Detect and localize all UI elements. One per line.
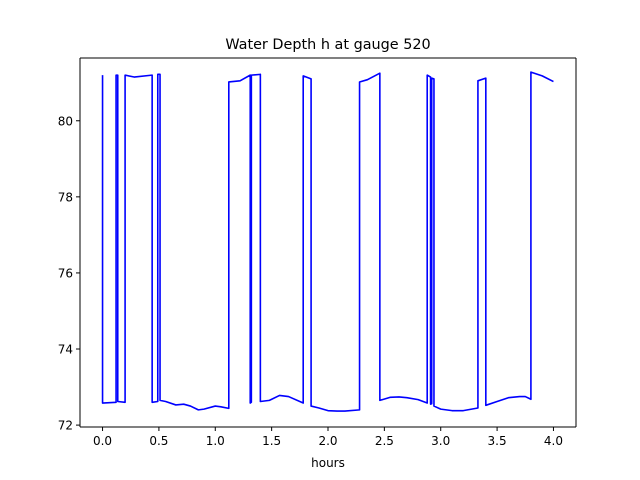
y-tick-label: 74 — [58, 343, 73, 357]
x-axis-label: hours — [311, 456, 345, 470]
x-tick-label: 2.5 — [375, 434, 394, 448]
y-tick-label: 76 — [58, 266, 73, 280]
x-tick-label: 0.0 — [93, 434, 112, 448]
x-tick-label: 3.0 — [431, 434, 450, 448]
y-axis: 72 74 76 78 80 — [58, 114, 80, 433]
plot-area — [101, 71, 554, 412]
chart-title: Water Depth h at gauge 520 — [225, 37, 430, 53]
y-tick-label: 80 — [58, 114, 73, 128]
x-tick-label: 0.5 — [149, 434, 168, 448]
x-tick-label: 1.0 — [206, 434, 225, 448]
x-tick-label: 1.5 — [262, 434, 281, 448]
series-line-1 — [101, 71, 554, 412]
x-tick-label: 4.0 — [544, 434, 563, 448]
x-tick-label: 2.0 — [318, 434, 337, 448]
y-tick-label: 72 — [58, 419, 73, 433]
y-tick-label: 78 — [58, 190, 73, 204]
x-axis: 0.0 0.5 1.0 1.5 2.0 2.5 3.0 3.5 4.0 — [79, 57, 577, 448]
x-tick-label: 3.5 — [488, 434, 507, 448]
